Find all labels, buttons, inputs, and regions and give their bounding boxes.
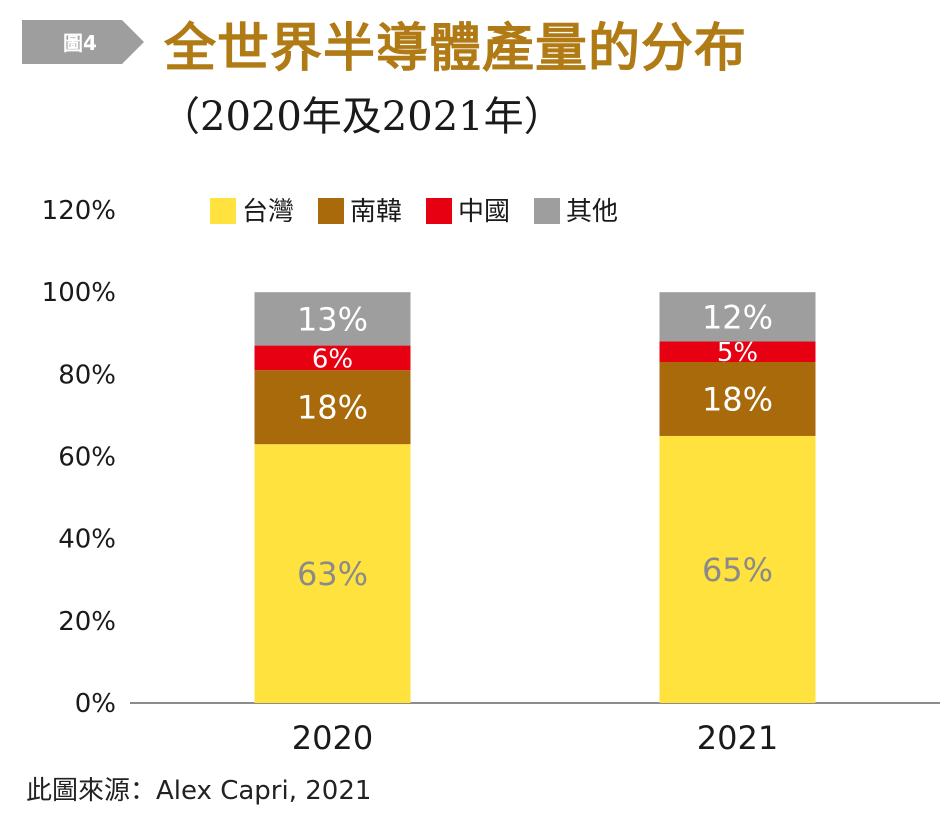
bar-segment-2021-1 [659, 362, 816, 436]
legend-label-0: 台灣 [242, 197, 294, 227]
legend-label-1: 南韓 [350, 197, 402, 227]
data-label-2020-2: 6% [312, 344, 353, 374]
legend-swatch-3 [534, 198, 560, 224]
y-tick-label: 100% [42, 278, 116, 308]
chart-title: 全世界半導體產量的分布 [164, 18, 748, 79]
data-label-2021-2: 5% [717, 338, 758, 368]
legend-label-3: 其他 [566, 197, 618, 227]
bar-segment-2021-3 [659, 292, 816, 342]
chart-subtitle: （2020年及2021年） [160, 94, 564, 140]
data-label-2021-3: 12% [702, 298, 773, 336]
data-label-2020-0: 63% [297, 555, 368, 593]
y-tick-label: 120% [42, 196, 116, 226]
y-tick-label: 0% [75, 689, 116, 719]
data-label-2020-3: 13% [297, 300, 368, 338]
figure-tag-label: 圖4 [63, 31, 97, 55]
bar-segment-2020-0 [254, 444, 411, 703]
bar-segment-2020-2 [254, 345, 411, 371]
y-tick-label: 20% [58, 607, 116, 637]
bar-segment-2020-3 [254, 292, 411, 346]
y-tick-label: 40% [58, 525, 116, 555]
bar-segment-2020-1 [254, 370, 411, 445]
bar-segment-2021-2 [659, 341, 816, 363]
bar-segment-2021-0 [659, 435, 816, 703]
legend-swatch-2 [426, 198, 452, 224]
data-label-2021-0: 65% [702, 551, 773, 589]
x-tick-label: 2021 [697, 719, 778, 757]
legend-label-2: 中國 [458, 197, 510, 227]
source-note: 此圖來源：Alex Capri, 2021 [26, 776, 372, 806]
legend-swatch-0 [210, 198, 236, 224]
y-tick-label: 80% [58, 360, 116, 390]
figure-tag: 圖4 [22, 20, 144, 64]
x-tick-label: 2020 [292, 719, 373, 757]
data-label-2020-1: 18% [297, 389, 368, 427]
legend-swatch-1 [318, 198, 344, 224]
data-label-2021-1: 18% [702, 381, 773, 419]
y-tick-label: 60% [58, 443, 116, 473]
